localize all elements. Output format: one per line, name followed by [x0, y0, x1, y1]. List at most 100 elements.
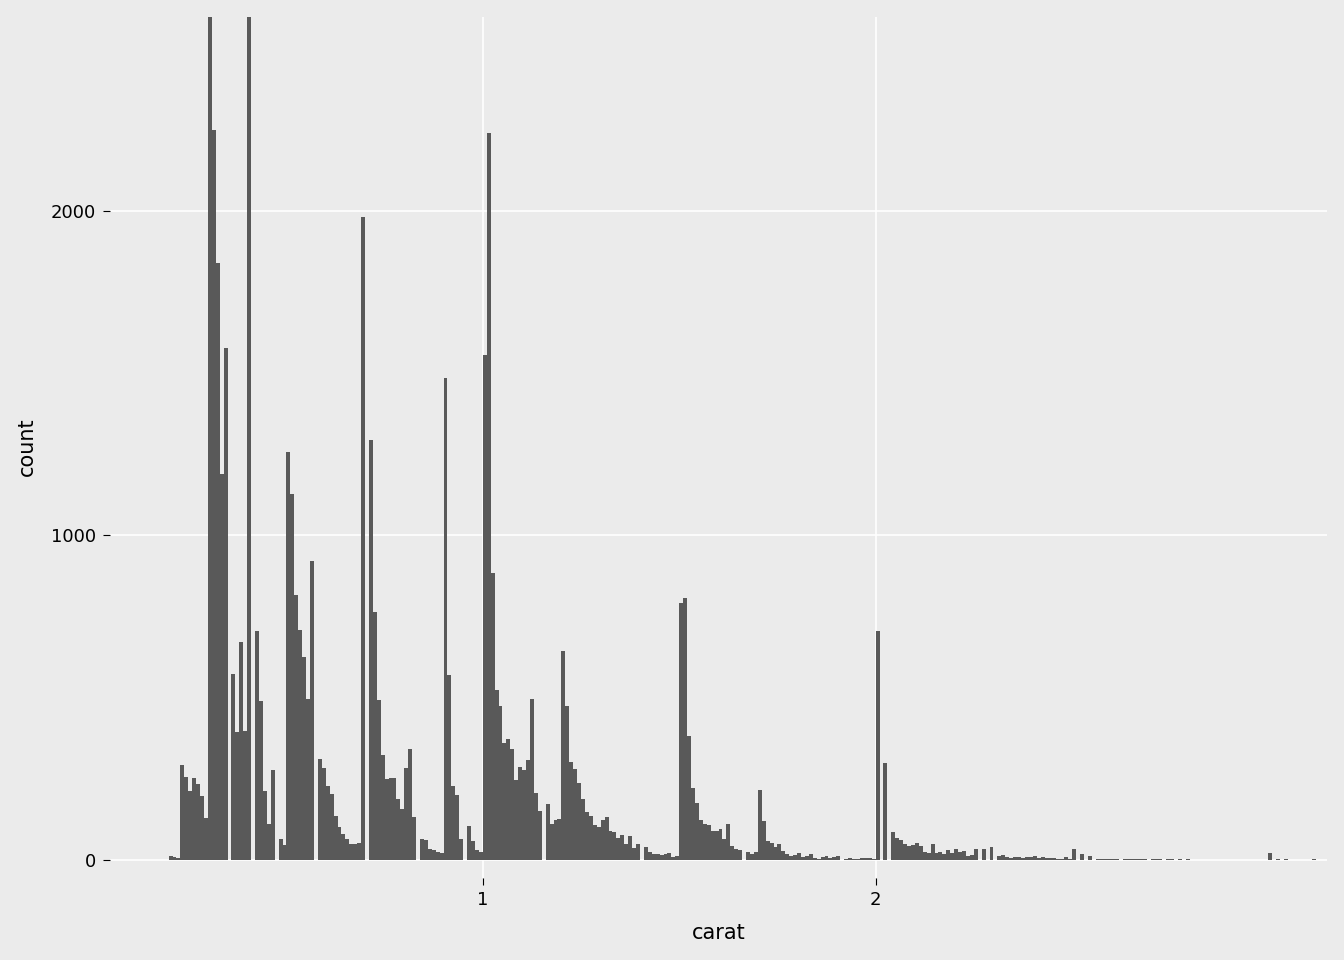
Bar — [573, 769, 577, 860]
Bar — [216, 263, 219, 860]
Bar — [192, 778, 196, 860]
Bar — [1036, 858, 1040, 860]
Bar — [550, 824, 554, 860]
Bar — [770, 843, 774, 860]
Bar — [1159, 859, 1163, 860]
Bar — [1116, 859, 1120, 860]
Bar — [954, 850, 958, 860]
Bar — [856, 859, 860, 860]
Bar — [997, 855, 1001, 860]
Bar — [384, 779, 388, 860]
Bar — [1079, 854, 1083, 860]
Bar — [1103, 859, 1107, 860]
Bar — [675, 856, 679, 860]
Bar — [746, 852, 750, 860]
Bar — [958, 852, 962, 860]
Bar — [695, 804, 699, 860]
Bar — [376, 700, 380, 860]
Bar — [632, 848, 636, 860]
Bar — [470, 841, 474, 860]
Bar — [452, 786, 456, 860]
Bar — [259, 702, 263, 860]
Bar — [310, 561, 314, 860]
Bar — [919, 846, 923, 860]
Bar — [566, 707, 570, 860]
Bar — [970, 854, 974, 860]
X-axis label: carat: carat — [692, 924, 746, 944]
Bar — [247, 0, 251, 860]
Bar — [1099, 859, 1103, 860]
Bar — [267, 824, 270, 860]
Bar — [848, 858, 852, 860]
Bar — [766, 841, 770, 860]
Bar — [1025, 857, 1028, 860]
Bar — [656, 853, 660, 860]
Bar — [405, 768, 409, 860]
Bar — [413, 817, 417, 860]
Bar — [534, 793, 538, 860]
Bar — [648, 852, 652, 860]
Bar — [613, 831, 617, 860]
Bar — [423, 840, 427, 860]
Bar — [302, 657, 306, 860]
Bar — [499, 706, 503, 860]
Bar — [950, 852, 954, 860]
Bar — [907, 847, 911, 860]
Bar — [797, 852, 801, 860]
Bar — [456, 795, 460, 860]
Bar — [1009, 858, 1013, 860]
Bar — [777, 844, 781, 860]
Bar — [911, 845, 915, 860]
Bar — [298, 630, 302, 860]
Bar — [519, 767, 521, 860]
Bar — [942, 853, 946, 860]
Bar — [270, 770, 274, 860]
Bar — [836, 855, 840, 860]
Bar — [419, 839, 423, 860]
Y-axis label: count: count — [16, 418, 36, 476]
Bar — [864, 858, 868, 860]
Bar — [883, 763, 887, 860]
Bar — [1048, 858, 1052, 860]
Bar — [1040, 857, 1044, 860]
Bar — [333, 816, 337, 860]
Bar — [521, 770, 526, 860]
Bar — [176, 858, 180, 860]
Bar — [801, 857, 805, 860]
Bar — [388, 779, 392, 860]
Bar — [781, 851, 785, 860]
Bar — [503, 743, 507, 860]
Bar — [306, 699, 310, 860]
Bar — [860, 858, 864, 860]
Bar — [644, 847, 648, 860]
Bar — [200, 796, 204, 860]
Bar — [263, 791, 267, 860]
Bar — [789, 855, 793, 860]
Bar — [946, 850, 950, 860]
Bar — [915, 843, 919, 860]
Bar — [719, 828, 723, 860]
Bar — [730, 846, 734, 860]
Bar — [711, 830, 715, 860]
Bar — [934, 852, 938, 860]
Bar — [554, 820, 558, 860]
Bar — [515, 780, 519, 860]
Bar — [930, 844, 934, 860]
Bar — [601, 820, 605, 860]
Bar — [353, 844, 358, 860]
Bar — [750, 853, 754, 860]
Bar — [738, 850, 742, 860]
Bar — [605, 817, 609, 860]
Bar — [683, 598, 687, 860]
Bar — [793, 854, 797, 860]
Bar — [577, 783, 581, 860]
Bar — [876, 631, 879, 860]
Bar — [495, 690, 499, 860]
Bar — [1064, 857, 1068, 860]
Bar — [628, 836, 632, 860]
Bar — [726, 824, 730, 860]
Bar — [401, 809, 405, 860]
Bar — [687, 736, 691, 860]
Bar — [1001, 854, 1005, 860]
Bar — [341, 834, 345, 860]
